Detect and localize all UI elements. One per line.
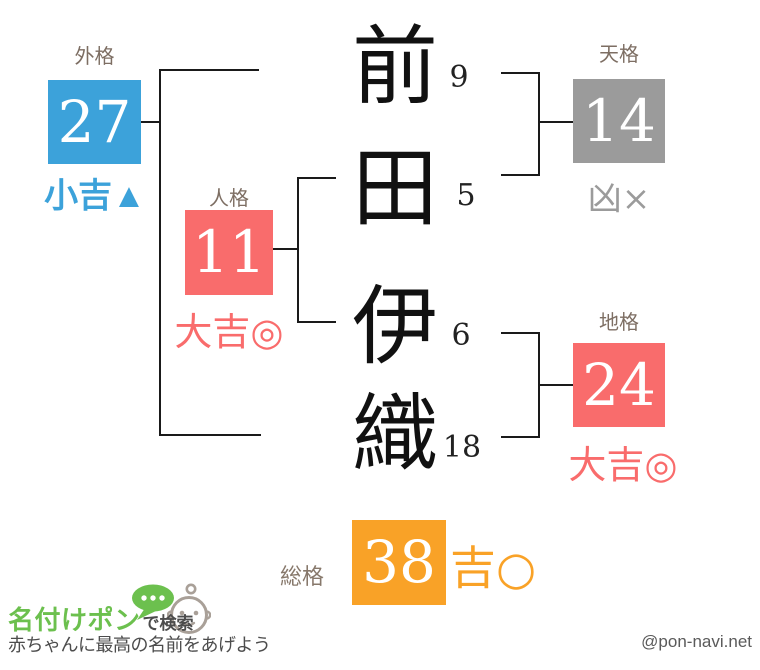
footer-brand-suffix: で検索 — [142, 614, 194, 633]
gaikaku-bracket-top-line — [159, 69, 259, 71]
jinkaku-value-box: 11 — [185, 210, 273, 295]
tenkaku-bracket-vertical-line — [538, 72, 540, 176]
gaikaku-bracket-vertical-line — [159, 69, 161, 436]
jinkaku-label: 人格 — [209, 188, 249, 210]
gaikaku-connector-line — [140, 121, 159, 123]
gaikaku-status: 小吉▲ — [44, 177, 146, 215]
footer-brand: 名付けポン で検索 — [8, 600, 194, 637]
baby-face-icon — [167, 583, 211, 634]
chikaku-bracket-bottom-line — [501, 436, 540, 438]
soukaku-status: 吉○ — [450, 541, 537, 595]
jinkaku-bracket-vertical-line — [297, 177, 299, 323]
soukaku-value-box: 38 — [352, 520, 446, 605]
name-character-3: 伊 — [352, 277, 438, 377]
tenkaku-bracket-bottom-line — [501, 174, 540, 176]
chikaku-value-box: 24 — [573, 343, 665, 427]
name-character-4: 織 — [352, 385, 438, 485]
gaikaku-bracket-bottom-line — [159, 434, 261, 436]
stroke-count-2: 5 — [456, 178, 476, 213]
name-character-1: 前 — [352, 17, 438, 117]
gaikaku-label: 外格 — [74, 46, 115, 68]
tenkaku-value-box: 14 — [573, 79, 665, 163]
chikaku-status: 大吉◎ — [568, 443, 678, 487]
chikaku-bracket-top-line — [501, 332, 540, 334]
tenkaku-bracket-top-line — [501, 72, 540, 74]
footer-brand-name: 名付けポン — [8, 605, 141, 635]
stroke-count-4: 18 — [442, 430, 482, 465]
chikaku-label: 地格 — [599, 312, 639, 334]
tenkaku-status: 凶× — [587, 179, 651, 219]
jinkaku-bracket-bottom-line — [297, 321, 336, 323]
jinkaku-connector-line — [272, 248, 297, 250]
gaikaku-value-box: 27 — [48, 80, 141, 164]
tenkaku-label: 天格 — [599, 44, 639, 66]
name-character-2: 田 — [352, 139, 438, 239]
jinkaku-bracket-top-line — [297, 177, 336, 179]
stroke-count-1: 9 — [449, 60, 469, 95]
speech-bubble-icon — [132, 584, 174, 620]
chikaku-connector-line — [540, 384, 573, 386]
chikaku-bracket-vertical-line — [538, 332, 540, 438]
footer-tagline: 赤ちゃんに最高の名前をあげよう — [8, 635, 271, 655]
stroke-count-3: 6 — [451, 318, 471, 353]
tenkaku-connector-line — [540, 121, 573, 123]
soukaku-label: 総格 — [279, 564, 324, 589]
footer-credit: @pon-navi.net — [641, 632, 752, 651]
jinkaku-status: 大吉◎ — [174, 310, 284, 354]
